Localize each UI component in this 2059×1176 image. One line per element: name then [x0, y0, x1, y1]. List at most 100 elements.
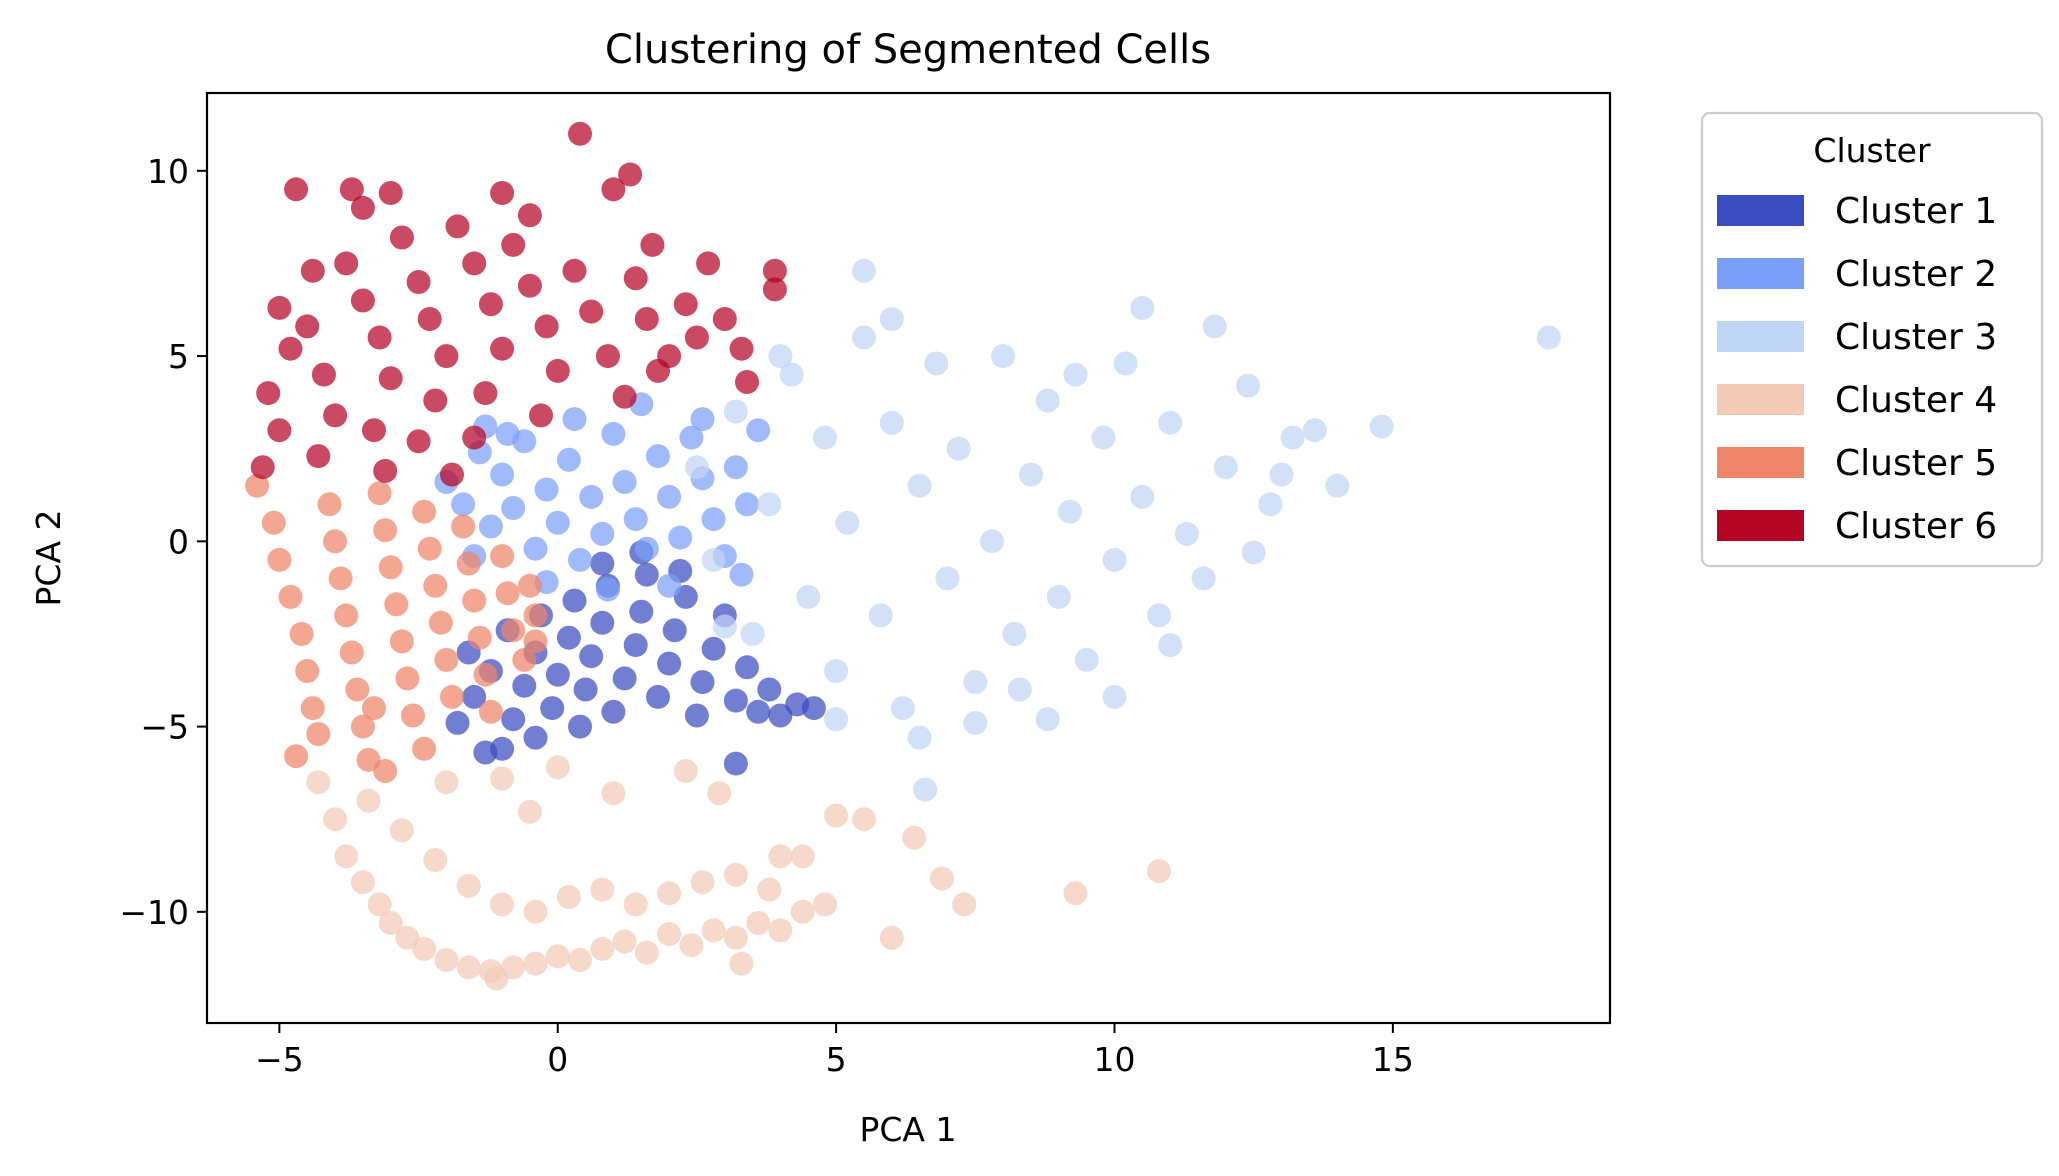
- data-point: [568, 948, 592, 972]
- data-point: [657, 922, 682, 947]
- data-point: [289, 622, 314, 646]
- data-point: [913, 777, 938, 802]
- data-point: [389, 818, 414, 843]
- data-point: [1280, 425, 1305, 450]
- data-point: [389, 629, 414, 654]
- data-point: [495, 421, 520, 446]
- data-point: [1369, 414, 1394, 439]
- data-point: [367, 481, 392, 506]
- data-point: [490, 766, 515, 791]
- data-point: [684, 703, 709, 728]
- data-point: [852, 807, 876, 832]
- data-point: [579, 484, 604, 509]
- data-point: [629, 599, 654, 624]
- data-point: [963, 670, 988, 695]
- data-point: [618, 162, 643, 187]
- data-point: [523, 536, 548, 561]
- data-point: [1158, 410, 1183, 435]
- data-point: [907, 725, 932, 750]
- data-point: [623, 633, 648, 658]
- data-point: [740, 622, 765, 646]
- data-point: [339, 177, 364, 202]
- data-point: [545, 510, 570, 535]
- data-point: [952, 892, 977, 917]
- data-point: [890, 696, 915, 721]
- data-point: [1130, 484, 1155, 509]
- data-point: [813, 892, 837, 917]
- data-point: [317, 492, 342, 517]
- data-point: [423, 388, 448, 413]
- data-point: [501, 496, 526, 520]
- data-point: [501, 707, 526, 732]
- data-point: [367, 892, 392, 917]
- x-tick-label: 0: [547, 1040, 568, 1079]
- data-point: [601, 421, 626, 446]
- x-tick-label: 15: [1372, 1040, 1414, 1079]
- data-point: [323, 403, 348, 428]
- data-point: [723, 862, 748, 887]
- data-point: [562, 407, 587, 432]
- data-point: [306, 722, 331, 746]
- data-point: [467, 625, 492, 650]
- data-point: [384, 592, 409, 617]
- legend-label: Cluster 1: [1835, 191, 1997, 232]
- data-point: [406, 270, 431, 294]
- chart-title: Clustering of Segmented Cells: [605, 27, 1211, 73]
- data-point: [256, 381, 281, 406]
- data-point: [946, 436, 971, 461]
- data-point: [646, 684, 670, 709]
- data-point: [701, 547, 726, 572]
- data-point: [712, 614, 737, 639]
- data-point: [412, 499, 437, 524]
- data-point: [339, 640, 364, 665]
- data-point: [334, 844, 359, 869]
- data-point: [423, 848, 448, 872]
- legend-swatch: [1717, 447, 1804, 478]
- data-point: [1147, 603, 1171, 628]
- data-point: [1202, 314, 1227, 339]
- data-point: [350, 195, 375, 220]
- data-point: [729, 336, 754, 361]
- data-point: [590, 877, 615, 902]
- data-points: [245, 121, 1561, 991]
- data-point: [907, 473, 932, 498]
- data-point: [350, 714, 375, 739]
- data-point: [323, 807, 348, 832]
- data-point: [679, 425, 704, 450]
- legend-swatch: [1717, 510, 1804, 541]
- data-point: [1102, 684, 1127, 709]
- data-point: [378, 911, 403, 935]
- data-point: [512, 673, 537, 698]
- data-point: [835, 510, 860, 535]
- data-point: [991, 344, 1016, 369]
- data-point: [295, 314, 320, 339]
- data-point: [1074, 647, 1099, 672]
- data-point: [517, 273, 542, 298]
- data-point: [517, 799, 542, 824]
- data-point: [440, 684, 464, 709]
- data-point: [868, 603, 893, 628]
- data-point: [601, 177, 626, 202]
- data-point: [762, 277, 787, 302]
- data-point: [679, 933, 704, 958]
- data-point: [378, 555, 403, 580]
- data-point: [451, 492, 476, 517]
- data-point: [723, 455, 748, 480]
- legend-label: Cluster 2: [1835, 254, 1997, 295]
- data-point: [1002, 622, 1027, 646]
- data-point: [790, 844, 815, 869]
- data-point: [701, 636, 726, 661]
- data-point: [378, 181, 403, 205]
- y-tick-label: −10: [119, 893, 189, 932]
- data-point: [757, 492, 782, 517]
- data-point: [490, 181, 515, 205]
- data-point: [612, 666, 637, 691]
- data-point: [1325, 473, 1350, 498]
- data-point: [473, 662, 498, 687]
- data-point: [556, 885, 581, 909]
- data-point: [345, 677, 370, 702]
- data-point: [278, 336, 303, 361]
- data-point: [473, 740, 498, 765]
- data-point: [634, 536, 659, 561]
